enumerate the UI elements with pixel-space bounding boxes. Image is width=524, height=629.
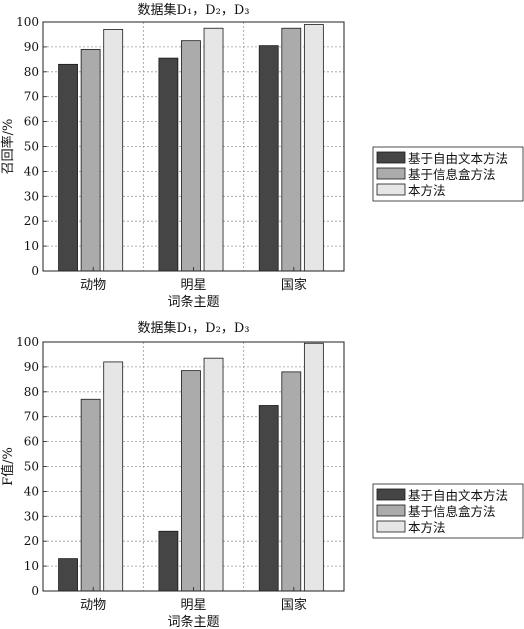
y-tick-label: 80 [24,65,39,79]
legend-swatch [376,183,406,196]
legend-label: 本方法 [408,520,446,535]
y-tick-label: 50 [24,140,39,154]
x-axis-label: 词条主题 [167,614,219,629]
y-tick-label: 50 [24,460,39,474]
y-tick-label: 30 [24,189,39,203]
bar [80,48,101,272]
bar [203,27,224,272]
bar [80,398,101,592]
x-tick-label: 动物 [80,278,106,293]
legend-swatch [376,151,406,164]
legend-swatch [376,488,406,501]
bar [103,361,124,592]
y-tick-label: 60 [24,115,39,129]
y-tick-label: 90 [24,360,39,374]
y-tick-label: 30 [24,509,39,523]
bar [303,24,324,272]
legend-label: 本方法 [408,183,446,198]
y-axis-label: 召回率/% [0,119,16,175]
bar [281,27,302,272]
y-tick-label: 0 [31,264,39,278]
y-tick-label: 20 [24,534,39,548]
bar [203,357,224,592]
bar [181,40,201,272]
chart-title: 数据集D₁，D₂，D₃ [138,2,250,18]
y-tick-label: 10 [24,239,39,253]
bar [181,370,201,592]
y-tick-label: 80 [24,385,39,399]
y-tick-label: 70 [24,90,39,104]
legend-swatch [376,167,406,180]
legend-label: 基于信息盒方法 [408,167,496,182]
y-tick-label: 10 [24,559,39,573]
bar [58,63,78,272]
x-axis-label: 词条主题 [167,294,219,310]
legend-label: 基于自由文本方法 [408,488,508,503]
y-tick-label: 60 [24,435,39,449]
x-tick-label: 明星 [180,598,206,613]
chart-2: 0 10 20 30 40 50 60 70 80 90 100 动物 明星 国家 数据集D₁，D₂，D₃ 词… [0,320,524,629]
bar [103,29,124,272]
y-tick-label: 90 [24,40,39,54]
bar [258,45,279,272]
chart-1: 0 10 20 30 40 50 60 70 80 90 100 动物 明星 国家 数据集D₁，D₂，D₃ 词… [0,2,524,310]
legend-swatch [376,520,406,533]
bar [258,405,279,592]
x-tick-label: 动物 [80,598,106,613]
x-tick-label: 国家 [281,277,307,293]
y-tick-label: 70 [24,410,39,424]
y-tick-label: 40 [24,484,39,498]
y-tick-label: 40 [24,164,39,178]
y-tick-label: 0 [31,584,39,598]
x-tick-label: 明星 [180,278,206,293]
y-tick-label: 20 [24,214,39,228]
bar [281,371,302,592]
chart-title: 数据集D₁，D₂，D₃ [138,320,250,336]
legend-label: 基于信息盒方法 [408,504,496,519]
bar [58,558,78,592]
legend-label: 基于自由文本方法 [408,151,508,166]
bar [303,342,324,592]
y-axis-label: F值/% [0,447,16,486]
y-tick-label: 100 [16,335,39,349]
legend-swatch [376,504,406,517]
bar [158,57,179,272]
x-tick-label: 国家 [281,597,307,613]
y-tick-label: 100 [16,15,39,29]
bar [158,530,179,592]
